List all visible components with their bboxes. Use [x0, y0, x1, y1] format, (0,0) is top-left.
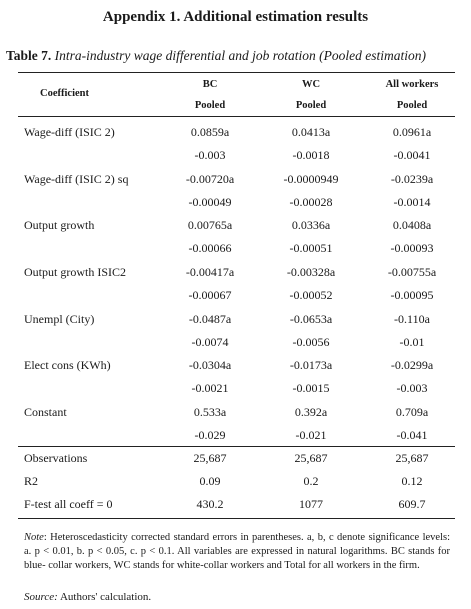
row-value: -0.00328a: [286, 265, 336, 279]
row-value: 0.0408a: [392, 218, 432, 232]
row-value: 0.392a: [294, 405, 328, 419]
header-col-wc: WC: [301, 79, 321, 90]
row-value: -0.0299a: [390, 358, 434, 372]
row-value: -0.0487a: [188, 312, 232, 326]
note-label: Note: [24, 532, 44, 543]
row-value: 0.709a: [395, 405, 429, 419]
stat-label: F-test all coeff = 0: [24, 497, 113, 511]
source-label: Source:: [24, 591, 58, 603]
row-se: -0.041: [396, 428, 428, 442]
table-caption: Table 7. Intra-industry wage differentia…: [6, 48, 471, 64]
row-value: -0.0000949: [283, 172, 339, 186]
row-se: -0.00095: [390, 288, 434, 302]
row-value: -0.00720a: [185, 172, 235, 186]
row-label: Wage-diff (ISIC 2) sq: [24, 172, 129, 186]
row-value: -0.0304a: [188, 358, 232, 372]
row-se: -0.00028: [289, 195, 333, 209]
row-se: -0.0021: [191, 381, 229, 395]
stat-value: 609.7: [398, 497, 426, 511]
row-se: -0.00049: [188, 195, 232, 209]
row-value: -0.00417a: [185, 265, 235, 279]
source-text: Authors' calculation.: [57, 591, 152, 603]
row-value: 0.533a: [193, 405, 227, 419]
row-value: 0.0413a: [291, 125, 331, 139]
row-value: -0.0239a: [390, 172, 434, 186]
row-se: -0.0074: [191, 335, 229, 349]
row-value: -0.00755a: [387, 265, 437, 279]
appendix-title: Appendix 1. Additional estimation result…: [102, 9, 369, 25]
row-label: Elect cons (KWh): [24, 358, 111, 372]
stat-value: 430.2: [196, 497, 224, 511]
stats-rule: [18, 446, 455, 447]
note-text: : Heteroscedasticity corrected standard …: [24, 532, 450, 571]
row-se: -0.003: [396, 381, 428, 395]
row-se: -0.00067: [188, 288, 232, 302]
row-value: -0.0173a: [289, 358, 333, 372]
row-se: -0.0056: [292, 335, 330, 349]
row-se: -0.029: [194, 428, 226, 442]
stat-value: 25,687: [395, 451, 429, 465]
stat-value: 25,687: [193, 451, 227, 465]
stat-value: 1077: [299, 497, 323, 511]
stat-label: Observations: [24, 451, 88, 465]
table-label: Table 7.: [6, 48, 52, 63]
header-sub-bc: Pooled: [194, 100, 226, 111]
stat-value: 0.09: [199, 474, 221, 488]
stat-value: 0.12: [401, 474, 423, 488]
row-se: -0.0041: [393, 148, 431, 162]
row-se: -0.003: [194, 148, 226, 162]
header-col-all: All workers: [385, 79, 439, 90]
row-label: Output growth: [24, 218, 95, 232]
header-rule: [18, 116, 455, 117]
row-se: -0.00066: [188, 241, 232, 255]
row-se: -0.00052: [289, 288, 333, 302]
stat-value: 25,687: [294, 451, 328, 465]
header-coefficient: Coefficient: [40, 88, 89, 99]
stat-value: 0.2: [303, 474, 319, 488]
row-label: Wage-diff (ISIC 2): [24, 125, 115, 139]
table-top-rule: [18, 72, 455, 73]
row-se: -0.0014: [393, 195, 431, 209]
table-source: Source: Authors' calculation.: [24, 591, 151, 603]
row-value: 0.0336a: [291, 218, 331, 232]
row-se: -0.00051: [289, 241, 333, 255]
row-value: -0.110a: [394, 312, 430, 326]
table-bottom-rule: [18, 518, 455, 519]
row-value: -0.0653a: [289, 312, 333, 326]
row-label: Unempl (City): [24, 312, 95, 326]
row-label: Output growth ISIC2: [24, 265, 126, 279]
row-label: Constant: [24, 405, 67, 419]
header-sub-all: Pooled: [396, 100, 428, 111]
row-se: -0.01: [399, 335, 425, 349]
row-value: 0.00765a: [187, 218, 233, 232]
row-value: 0.0859a: [190, 125, 230, 139]
row-se: -0.00093: [390, 241, 434, 255]
header-sub-wc: Pooled: [295, 100, 327, 111]
row-se: -0.0018: [292, 148, 330, 162]
table-note: Note: Heteroscedasticity corrected stand…: [24, 531, 450, 573]
row-value: 0.0961a: [392, 125, 432, 139]
stat-label: R2: [24, 474, 39, 488]
row-se: -0.021: [295, 428, 327, 442]
header-col-bc: BC: [202, 79, 218, 90]
table-title: Intra-industry wage differential and job…: [54, 48, 426, 63]
row-se: -0.0015: [292, 381, 330, 395]
